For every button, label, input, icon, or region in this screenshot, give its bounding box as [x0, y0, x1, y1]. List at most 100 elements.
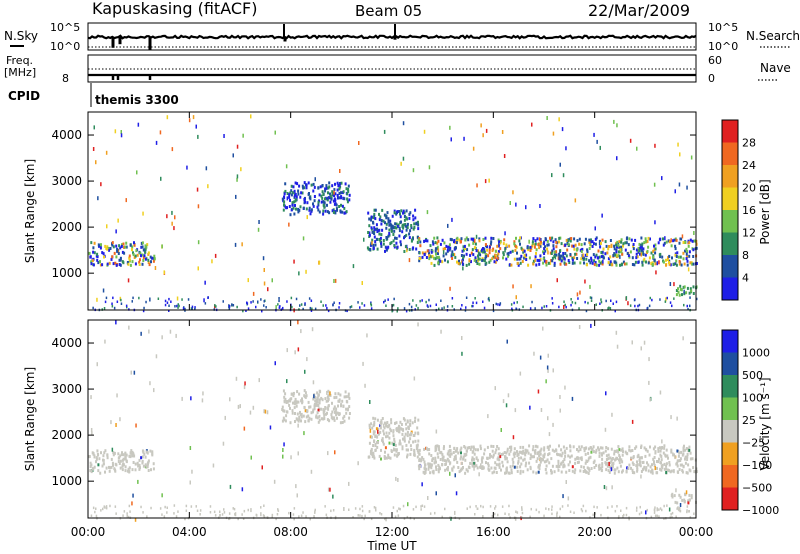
range-cell [674, 244, 677, 248]
range-cell [570, 454, 573, 458]
range-cell [454, 454, 457, 458]
range-cell [197, 240, 200, 245]
range-cell [516, 469, 519, 473]
colorbar-frame [721, 329, 739, 511]
range-cell [535, 248, 538, 252]
range-cell [436, 236, 439, 240]
range-cell [662, 260, 665, 264]
range-cell [491, 249, 494, 252]
range-cell [598, 255, 601, 259]
range-cell [553, 261, 556, 265]
range-cell [159, 130, 162, 135]
range-cell [458, 238, 461, 242]
range-cell [111, 302, 113, 305]
range-cell [252, 405, 255, 410]
range-cell [454, 255, 457, 259]
range-cell [659, 460, 662, 464]
range-cell [327, 309, 330, 313]
range-cell [274, 361, 276, 366]
range-cell [595, 448, 598, 452]
range-cell [465, 468, 468, 472]
range-cell [318, 401, 321, 405]
range-cell [369, 428, 372, 433]
range-cell [348, 508, 350, 511]
range-cell [686, 458, 689, 461]
range-cell [97, 196, 99, 201]
range-cell [460, 307, 462, 311]
range-cell [381, 438, 383, 442]
range-cell [538, 454, 541, 458]
range-cell [382, 239, 385, 242]
range-cell [332, 416, 335, 420]
range-cell [213, 510, 216, 514]
range-cell [482, 505, 484, 509]
range-cell [482, 466, 485, 470]
range-cell [586, 250, 589, 254]
range-cell [515, 307, 518, 311]
range-cell [589, 516, 591, 519]
range-cell [378, 432, 380, 435]
range-cell [106, 456, 109, 460]
range-cell [630, 466, 632, 470]
range-cell [324, 197, 326, 201]
range-cell [607, 261, 610, 265]
range-cell [526, 468, 529, 472]
range-cell [684, 249, 686, 253]
power-panel-frame [87, 111, 697, 311]
range-cell [95, 456, 98, 460]
range-cell [298, 515, 300, 518]
range-cell [331, 184, 334, 188]
range-cell [405, 448, 408, 452]
range-cell [332, 199, 335, 203]
range-cell [378, 212, 380, 216]
range-cell [659, 298, 661, 301]
range-cell [387, 245, 390, 249]
range-cell [388, 431, 391, 435]
range-cell [408, 236, 411, 240]
range-cell [303, 394, 306, 398]
range-cell [592, 242, 595, 246]
range-cell [453, 247, 456, 251]
range-cell [645, 466, 648, 470]
range-cell [127, 278, 130, 283]
range-cell [482, 258, 485, 262]
range-cell [654, 451, 657, 455]
range-cell [559, 453, 562, 457]
range-cell [414, 439, 417, 443]
range-cell [663, 446, 666, 450]
range-cell [266, 410, 269, 415]
range-cell [399, 212, 401, 216]
range-cell [663, 462, 666, 466]
range-cell [383, 300, 385, 304]
range-cell [477, 254, 479, 258]
range-cell [664, 300, 667, 303]
range-cell [514, 248, 517, 252]
range-cell [392, 233, 395, 236]
range-cell [502, 464, 504, 468]
range-cell [390, 449, 393, 453]
range-cell [639, 252, 641, 256]
range-cell [402, 209, 405, 213]
range-cell [405, 443, 408, 447]
range-cell [644, 237, 647, 241]
range-cell [145, 245, 148, 249]
range-cell [168, 309, 170, 312]
range-cell [423, 505, 426, 508]
range-cell [598, 448, 601, 452]
range-cell [537, 243, 540, 247]
colorbar-tick-label: 100 [742, 392, 763, 405]
range-cell [475, 234, 478, 239]
range-cell [531, 242, 534, 245]
range-cell [574, 252, 577, 256]
range-cell [426, 239, 429, 243]
range-cell [435, 448, 438, 451]
range-cell [321, 398, 324, 402]
range-cell [134, 254, 137, 258]
range-cell [674, 247, 677, 251]
range-cell [361, 514, 363, 518]
range-cell [127, 515, 130, 519]
range-cell [569, 449, 572, 453]
range-cell [312, 397, 315, 401]
range-cell [298, 417, 301, 421]
range-cell [661, 255, 664, 259]
